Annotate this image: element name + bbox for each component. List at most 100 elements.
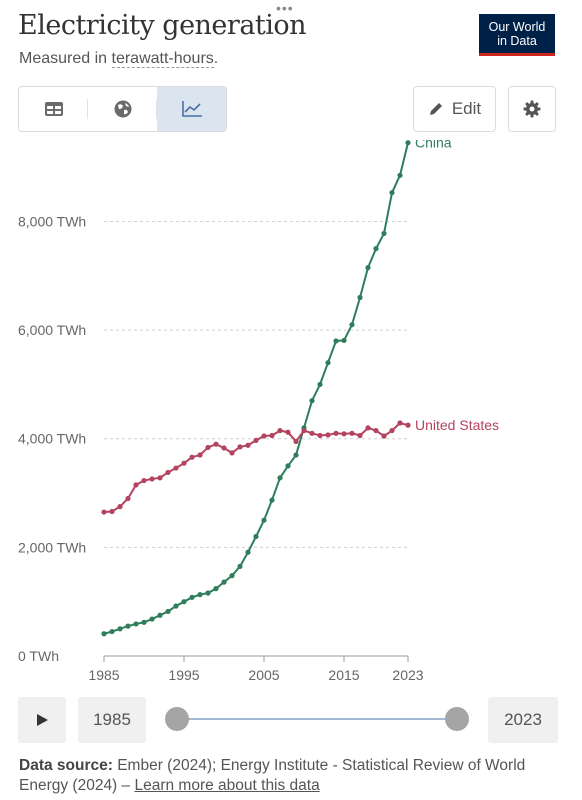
- data-point-china: [173, 603, 179, 609]
- data-point-china: [261, 517, 267, 523]
- data-point-united-states: [397, 420, 403, 426]
- timeline-end-handle[interactable]: [445, 707, 469, 731]
- data-point-china: [317, 381, 323, 388]
- data-point-united-states: [349, 430, 355, 436]
- data-point-china: [165, 608, 171, 615]
- learn-more-link[interactable]: Learn more about this data: [134, 777, 320, 794]
- y-tick-label: 0 TWh: [18, 648, 59, 664]
- data-point-china: [349, 322, 355, 328]
- data-point-china: [221, 579, 227, 585]
- data-point-united-states: [165, 469, 171, 476]
- data-point-united-states: [221, 445, 227, 451]
- data-point-united-states: [293, 438, 299, 445]
- start-year-box[interactable]: 1985: [78, 697, 146, 743]
- data-point-china: [181, 599, 187, 605]
- tab-table[interactable]: [19, 87, 88, 131]
- y-tick-label: 2,000 TWh: [18, 539, 86, 555]
- data-point-china: [245, 549, 251, 555]
- data-point-united-states: [125, 495, 131, 502]
- x-tick-label: 2023: [392, 667, 423, 683]
- settings-button[interactable]: [508, 86, 556, 132]
- subtitle-suffix: .: [213, 50, 219, 67]
- timeline-track[interactable]: [178, 718, 458, 720]
- data-point-united-states: [253, 437, 259, 443]
- data-point-china: [365, 265, 371, 271]
- data-point-china: [125, 623, 131, 629]
- line-chart: 0 TWh 2,000 TWh 4,000 TWh 6,000 TWh 8,000 TW…: [18, 140, 499, 683]
- data-source: Data source: Ember (2024); Energy Instit…: [19, 756, 559, 796]
- unit-link[interactable]: terawatt-hours: [111, 50, 214, 68]
- data-point-china: [237, 563, 243, 569]
- x-tick-label: 2005: [248, 667, 279, 683]
- data-point-china: [189, 594, 195, 600]
- data-point-united-states: [317, 432, 323, 439]
- more-options-icon[interactable]: •••: [276, 0, 294, 16]
- data-point-united-states: [389, 427, 395, 434]
- edit-label: Edit: [451, 99, 482, 118]
- logo-line-2: in Data: [497, 34, 537, 48]
- x-tick-label: 1995: [168, 667, 199, 683]
- logo-line-1: Our World: [488, 20, 546, 34]
- data-point-china: [293, 452, 299, 458]
- data-point-united-states: [157, 475, 163, 481]
- data-point-united-states: [237, 444, 243, 450]
- data-point-china: [341, 337, 347, 344]
- owid-logo[interactable]: Our World in Data: [479, 14, 555, 56]
- data-point-china: [197, 592, 203, 598]
- gear-icon: [523, 100, 541, 118]
- series-label-united-states: United States: [415, 417, 499, 433]
- data-point-united-states: [333, 430, 339, 436]
- x-tick-label: 2015: [328, 667, 359, 683]
- edit-button[interactable]: Edit: [413, 86, 496, 132]
- tab-chart[interactable]: [157, 87, 226, 131]
- data-point-united-states: [245, 442, 251, 448]
- subtitle-prefix: Measured in: [19, 50, 112, 67]
- data-point-china: [253, 533, 259, 540]
- source-text: Ember (2024); Energy Institute - Statist…: [19, 757, 526, 794]
- data-point-china: [277, 475, 283, 481]
- y-tick-label: 8,000 TWh: [18, 213, 86, 229]
- data-point-china: [109, 628, 115, 635]
- data-point-united-states: [205, 444, 211, 451]
- globe-icon: [114, 100, 131, 118]
- series-label-china: China: [415, 140, 452, 151]
- data-point-united-states: [341, 431, 347, 437]
- pencil-icon: [429, 103, 442, 115]
- data-point-united-states: [365, 425, 371, 431]
- end-year-box[interactable]: 2023: [488, 697, 558, 743]
- page-subtitle: Measured in terawatt-hours.: [19, 50, 218, 68]
- data-point-united-states: [309, 430, 315, 436]
- data-point-united-states: [189, 454, 195, 460]
- data-point-united-states: [197, 452, 203, 458]
- series-line-china: [103, 142, 409, 635]
- data-point-united-states: [181, 460, 187, 466]
- data-point-china: [333, 338, 339, 344]
- data-point-china: [229, 573, 235, 579]
- timeline-start-handle[interactable]: [165, 707, 189, 731]
- y-tick-label: 6,000 TWh: [18, 322, 86, 338]
- data-point-united-states: [173, 465, 179, 471]
- play-icon: [37, 714, 48, 726]
- data-point-united-states: [109, 508, 115, 515]
- data-point-china: [381, 230, 387, 237]
- play-button[interactable]: [18, 697, 66, 743]
- table-icon: [44, 102, 63, 116]
- data-point-united-states: [357, 432, 363, 439]
- data-point-china: [269, 497, 275, 503]
- data-point-united-states: [301, 427, 307, 434]
- data-point-united-states: [373, 427, 379, 434]
- data-point-china: [133, 621, 139, 627]
- y-tick-label: 4,000 TWh: [18, 431, 86, 447]
- data-point-united-states: [149, 476, 155, 482]
- data-point-china: [389, 190, 395, 196]
- data-point-united-states: [269, 432, 275, 439]
- data-point-china: [117, 626, 123, 632]
- data-point-china: [141, 619, 147, 625]
- tab-map[interactable]: [88, 87, 157, 131]
- data-point-china: [325, 360, 331, 366]
- data-point-united-states: [117, 504, 123, 510]
- data-point-united-states: [101, 509, 107, 515]
- data-point-china: [149, 616, 155, 622]
- data-point-china: [397, 172, 403, 178]
- data-point-united-states: [325, 432, 331, 438]
